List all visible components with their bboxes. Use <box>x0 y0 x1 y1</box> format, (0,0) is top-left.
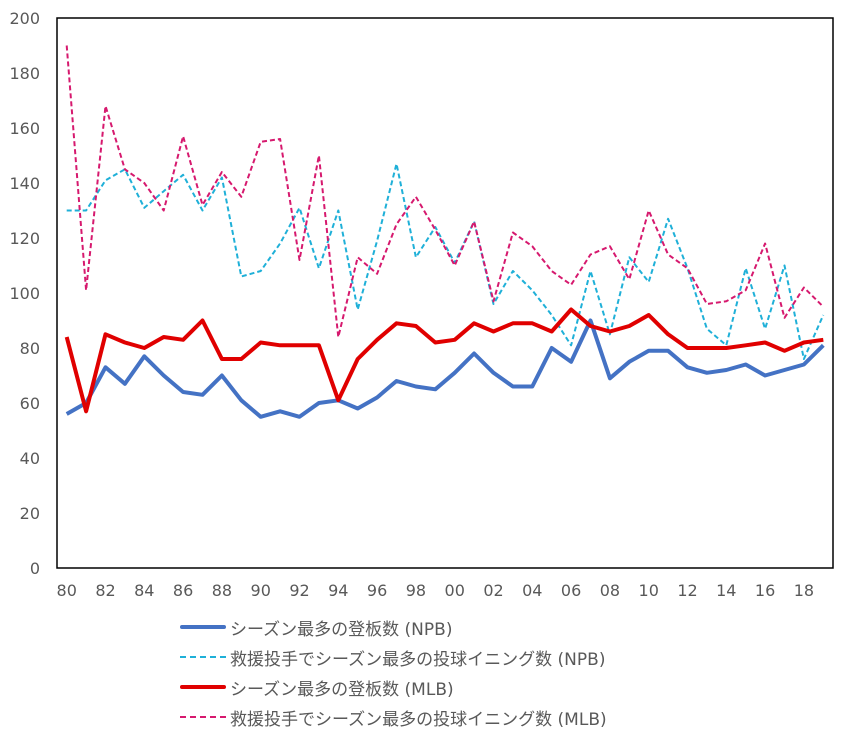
x-tick-label: 08 <box>600 581 620 600</box>
y-tick-label: 160 <box>9 119 40 138</box>
x-tick-label: 04 <box>522 581 542 600</box>
y-tick-label: 100 <box>9 284 40 303</box>
y-tick-label: 80 <box>20 339 40 358</box>
x-tick-label: 84 <box>134 581 154 600</box>
legend-item-mlb-appearances: シーズン最多の登板数 (MLB) <box>180 672 607 702</box>
y-tick-label: 120 <box>9 229 40 248</box>
y-tick-label: 180 <box>9 64 40 83</box>
series-line <box>65 318 825 419</box>
x-tick-label: 86 <box>173 581 193 600</box>
legend-item-npb-appearances: シーズン最多の登板数 (NPB) <box>180 612 607 642</box>
legend: シーズン最多の登板数 (NPB) 救援投手でシーズン最多の投球イニング数 (NP… <box>180 612 607 732</box>
series-line <box>66 162 825 360</box>
x-tick-label: 06 <box>561 581 581 600</box>
legend-swatch-solid-red-icon <box>180 685 226 689</box>
x-tick-label: 92 <box>289 581 309 600</box>
y-axis-tick-labels: 0 20 40 60 80 100 120 140 160 180 200 <box>9 9 40 578</box>
series-lines <box>64 45 825 419</box>
x-tick-label: 18 <box>794 581 814 600</box>
y-tick-label: 40 <box>20 449 40 468</box>
y-tick-label: 20 <box>20 504 40 523</box>
x-tick-label: 80 <box>57 581 77 600</box>
x-tick-label: 82 <box>95 581 115 600</box>
x-tick-label: 16 <box>755 581 775 600</box>
series-line <box>65 45 825 338</box>
x-tick-label: 94 <box>328 581 348 600</box>
legend-label: 救援投手でシーズン最多の投球イニング数 (MLB) <box>230 709 607 730</box>
y-tick-label: 0 <box>30 559 40 578</box>
x-tick-label: 02 <box>483 581 503 600</box>
legend-label: シーズン最多の登板数 (NPB) <box>230 619 453 640</box>
y-tick-label: 200 <box>9 9 40 28</box>
y-tick-label: 60 <box>20 394 40 413</box>
legend-swatch-solid-blue-icon <box>180 625 226 629</box>
x-tick-label: 88 <box>212 581 232 600</box>
series-line <box>64 307 824 414</box>
legend-item-mlb-relief-innings: 救援投手でシーズン最多の投球イニング数 (MLB) <box>180 702 607 732</box>
x-tick-label: 12 <box>677 581 697 600</box>
legend-swatch-dashed-magenta-icon <box>180 716 226 718</box>
x-tick-label: 10 <box>639 581 659 600</box>
y-tick-label: 140 <box>9 174 40 193</box>
legend-label: シーズン最多の登板数 (MLB) <box>230 679 454 700</box>
x-axis-tick-labels: 80 82 84 86 88 90 92 94 96 98 00 02 04 06 08 10 12 14 16 18 <box>57 581 815 600</box>
legend-label: 救援投手でシーズン最多の投球イニング数 (NPB) <box>230 649 606 670</box>
legend-swatch-dashed-cyan-icon <box>180 656 226 658</box>
x-tick-label: 00 <box>445 581 465 600</box>
plot-area-border <box>56 17 834 569</box>
legend-item-npb-relief-innings: 救援投手でシーズン最多の投球イニング数 (NPB) <box>180 642 607 672</box>
x-tick-label: 14 <box>716 581 736 600</box>
x-tick-label: 98 <box>406 581 426 600</box>
x-tick-label: 90 <box>251 581 271 600</box>
x-tick-label: 96 <box>367 581 387 600</box>
